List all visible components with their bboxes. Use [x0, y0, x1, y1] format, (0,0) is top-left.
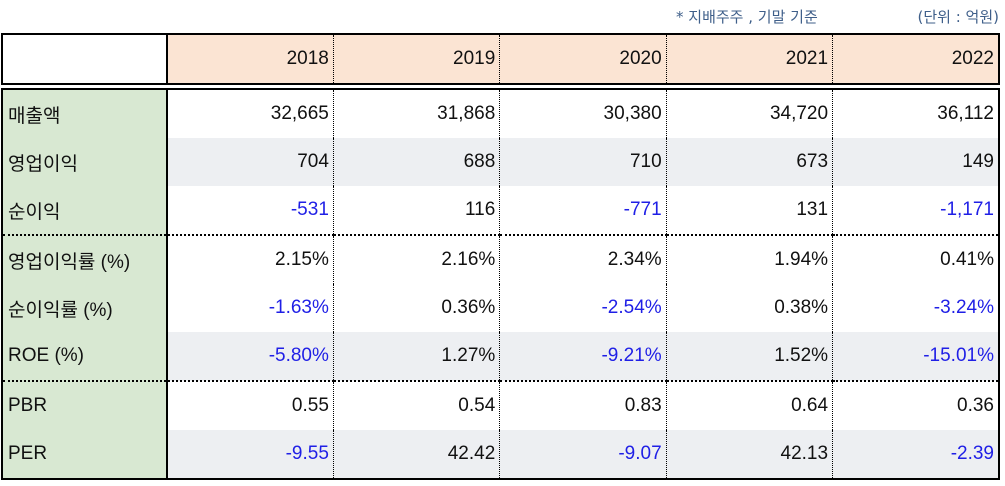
- value-cell: -2.39: [832, 430, 1001, 480]
- value-cell: 36,112: [832, 88, 1001, 138]
- value-cell: 131: [665, 186, 833, 235]
- value-cell: 1.27%: [332, 332, 500, 381]
- table-row-net-margin: 순이익률 (%) -1.63% 0.36% -2.54% 0.38% -3.24…: [1, 284, 1001, 332]
- corner-cell: [1, 33, 168, 85]
- table-row-per: PER -9.55 42.42 -9.07 42.13 -2.39: [1, 430, 1001, 480]
- table-row-operating-income: 영업이익 704 688 710 673 149: [1, 138, 1001, 186]
- row-label: 영업이익률 (%): [1, 234, 168, 284]
- table-row-net-income: 순이익 -531 116 -771 131 -1,171: [1, 186, 1001, 235]
- value-cell: 30,380: [499, 88, 667, 138]
- year-header: 2021: [665, 33, 833, 85]
- year-header: 2019: [332, 33, 500, 85]
- row-label: PBR: [1, 380, 168, 430]
- table-row-pbr: PBR 0.55 0.54 0.83 0.64 0.36: [1, 380, 1001, 430]
- row-label: 순이익률 (%): [1, 284, 168, 332]
- value-cell: 0.64: [665, 380, 833, 430]
- value-cell: 0.41%: [832, 234, 1001, 284]
- value-cell: 0.36: [832, 380, 1001, 430]
- value-cell: 710: [499, 138, 667, 186]
- value-cell: -9.21%: [499, 332, 667, 381]
- value-cell: 688: [332, 138, 500, 186]
- value-cell: 0.83: [499, 380, 667, 430]
- value-cell: -771: [499, 186, 667, 235]
- unit-note: (단위 : 억원): [917, 8, 1000, 26]
- value-cell: 2.34%: [499, 234, 667, 284]
- consolidation-note: * 지배주주 , 기말 기준: [676, 8, 818, 26]
- value-cell: 704: [166, 138, 334, 186]
- row-label: 영업이익: [1, 138, 168, 186]
- value-cell: -1.63%: [166, 284, 334, 332]
- row-label: ROE (%): [1, 332, 168, 381]
- value-cell: 1.52%: [665, 332, 833, 381]
- row-label: 순이익: [1, 186, 168, 235]
- value-cell: -15.01%: [832, 332, 1001, 381]
- value-cell: 1.94%: [665, 234, 833, 284]
- value-cell: 34,720: [665, 88, 833, 138]
- value-cell: -1,171: [832, 186, 1001, 235]
- value-cell: -3.24%: [832, 284, 1001, 332]
- year-header-row: 2018 2019 2020 2021 2022: [1, 33, 1001, 85]
- value-cell: 0.38%: [665, 284, 833, 332]
- value-cell: 31,868: [332, 88, 500, 138]
- value-cell: 42.13: [665, 430, 833, 480]
- year-header: 2020: [499, 33, 667, 85]
- table-row-operating-margin: 영업이익률 (%) 2.15% 2.16% 2.34% 1.94% 0.41%: [1, 234, 1001, 284]
- value-cell: 673: [665, 138, 833, 186]
- table-row-revenue: 매출액 32,665 31,868 30,380 34,720 36,112: [1, 88, 1001, 138]
- value-cell: 0.36%: [332, 284, 500, 332]
- financial-table: 2018 2019 2020 2021 2022 매출액 32,665 31,8…: [1, 33, 1001, 480]
- value-cell: 0.54: [332, 380, 500, 430]
- year-header: 2018: [166, 33, 334, 85]
- value-cell: -9.55: [166, 430, 334, 480]
- value-cell: 2.16%: [332, 234, 500, 284]
- value-cell: 116: [332, 186, 500, 235]
- value-cell: -5.80%: [166, 332, 334, 381]
- value-cell: 32,665: [166, 88, 334, 138]
- value-cell: 0.55: [166, 380, 334, 430]
- value-cell: -9.07: [499, 430, 667, 480]
- year-header: 2022: [832, 33, 1001, 85]
- row-label: PER: [1, 430, 168, 480]
- value-cell: -2.54%: [499, 284, 667, 332]
- value-cell: 42.42: [332, 430, 500, 480]
- table-row-roe: ROE (%) -5.80% 1.27% -9.21% 1.52% -15.01…: [1, 332, 1001, 381]
- row-label: 매출액: [1, 88, 168, 138]
- value-cell: 2.15%: [166, 234, 334, 284]
- value-cell: 149: [832, 138, 1001, 186]
- value-cell: -531: [166, 186, 334, 235]
